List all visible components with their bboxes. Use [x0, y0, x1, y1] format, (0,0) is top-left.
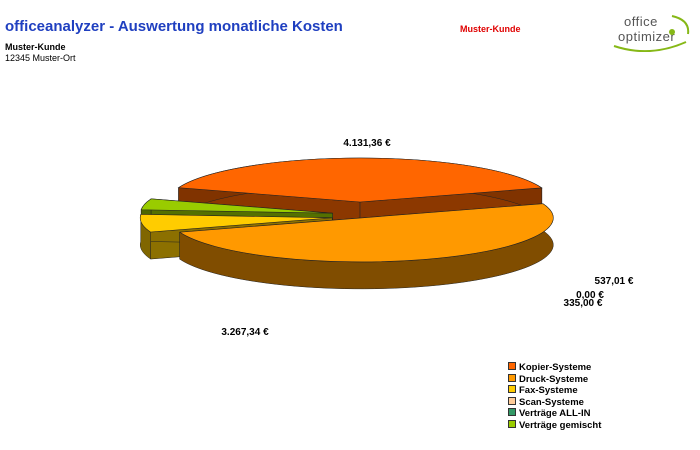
data-label: 3.267,34 € — [221, 327, 269, 338]
customer-badge: Muster-Kunde — [460, 24, 521, 34]
pie-slice-druck-systeme — [178, 203, 554, 290]
legend-label: Verträge ALL-IN — [519, 408, 591, 420]
legend-item: Druck-Systeme — [508, 373, 601, 386]
data-label: 0,00 € — [576, 290, 604, 301]
logo-text-office: office — [624, 14, 658, 29]
legend-label: Scan-Systeme — [519, 396, 584, 408]
legend-item: Verträge gemischt — [508, 419, 602, 432]
legend-swatch-icon — [508, 385, 516, 394]
customer-city: 12345 Muster-Ort — [5, 53, 76, 63]
legend-item: Kopier-Systeme — [508, 362, 601, 374]
legend-label: Fax-Systeme — [519, 385, 578, 397]
logo-dot-icon — [669, 29, 675, 35]
logo-swoosh-icon — [613, 15, 690, 52]
logo-text-optimizer: optimizer — [618, 29, 676, 44]
legend-swatch-icon — [508, 408, 516, 417]
data-label: 537,01 € — [595, 276, 634, 287]
legend-label: Verträge gemischt — [519, 419, 602, 431]
legend-label: Druck-Systeme — [519, 373, 589, 385]
legend-swatch-icon — [508, 362, 516, 370]
legend-swatch-icon — [508, 419, 516, 428]
legend-label: Kopier-Systeme — [519, 362, 592, 373]
chart-legend: Kopier-Systeme Druck-Systeme Fax-Systeme Sc… — [508, 362, 601, 432]
customer-name: Muster-Kunde — [5, 42, 66, 52]
legend-swatch-icon — [508, 373, 516, 382]
legend-item: Fax-Systeme — [508, 385, 601, 397]
report-title: officeanalyzer - Auswertung monatliche K… — [5, 18, 343, 35]
legend-swatch-icon — [508, 396, 516, 405]
legend-item: Scan-Systeme — [508, 396, 601, 409]
legend-item: Verträge ALL-IN — [508, 408, 601, 420]
data-label: 335,00 € — [564, 298, 603, 309]
data-label: 4.131,36 € — [343, 138, 391, 149]
office-optimizer-logo: office optimizer — [610, 12, 698, 52]
